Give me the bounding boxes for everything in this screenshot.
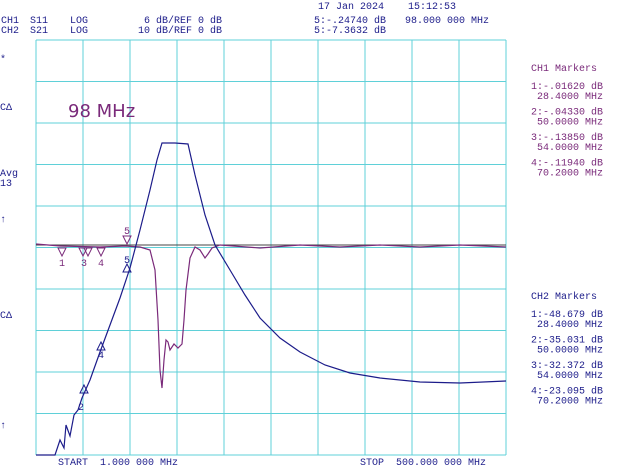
marker-value: 1:-.01620 dB bbox=[531, 81, 603, 93]
marker-freq: 50.0000 MHz bbox=[537, 346, 603, 357]
ch2-trace bbox=[36, 142, 507, 456]
left-label: CΔ bbox=[0, 103, 12, 114]
marker-value: 2:-.04330 dB bbox=[531, 107, 603, 119]
graticule bbox=[35, 39, 507, 456]
marker-value: 3:-.13850 dB bbox=[531, 132, 603, 144]
trace-marker-label: 4 bbox=[98, 259, 104, 270]
marker-freq: 28.4000 MHz bbox=[537, 92, 603, 103]
format: LOG bbox=[70, 26, 88, 37]
left-label: ↑ bbox=[0, 215, 6, 226]
marker-freq: 70.2000 MHz bbox=[537, 169, 603, 180]
trace-marker-label: 3 bbox=[81, 259, 87, 270]
parameter: S21 bbox=[30, 26, 48, 37]
marker-value: 3:-32.372 dB bbox=[531, 360, 603, 372]
left-label: ↑ bbox=[0, 421, 6, 432]
marker-freq: 54.0000 MHz bbox=[537, 143, 603, 154]
left-label: * bbox=[0, 54, 6, 66]
time: 15:12:53 bbox=[408, 2, 456, 13]
marker-value: 1:-48.679 dB bbox=[531, 309, 603, 321]
marker-freq: 54.0000 MHz bbox=[537, 371, 603, 382]
trace-marker-label: 5 bbox=[124, 256, 130, 267]
trace-marker-label: 2 bbox=[78, 403, 84, 414]
ch1-marker-triangles bbox=[57, 235, 132, 258]
stop: STOP 500.000 000 MHz bbox=[360, 458, 486, 465]
trace-marker-label: 4 bbox=[98, 351, 104, 362]
trace-marker-label: 1 bbox=[59, 259, 65, 270]
scale: 10 dB/REF 0 dB bbox=[138, 25, 222, 37]
marker-freq: 70.2000 MHz bbox=[537, 397, 603, 408]
marker-freq: 28.4000 MHz bbox=[537, 320, 603, 331]
marker-value: 4:-.11940 dB bbox=[531, 158, 603, 170]
start: START 1.000 000 MHz bbox=[58, 458, 178, 465]
channel: CH1 bbox=[1, 16, 19, 27]
annotation: 98 MHz bbox=[68, 101, 135, 122]
ch2-marker-triangles bbox=[79, 262, 132, 394]
marker-value: 2:-35.031 dB bbox=[531, 335, 603, 347]
channel: CH2 bbox=[1, 26, 19, 37]
marker-title: CH1 Markers bbox=[531, 63, 597, 75]
marker-value: 4:-23.095 dB bbox=[531, 386, 603, 398]
readout-value: 5:-7.3632 dB bbox=[314, 25, 386, 37]
parameter: S11 bbox=[30, 16, 48, 27]
ch1-trace bbox=[35, 243, 507, 389]
date: 17 Jan 2024 bbox=[318, 2, 384, 13]
trace-marker-label: 5 bbox=[124, 227, 130, 238]
marker-freq: 50.0000 MHz bbox=[537, 118, 603, 129]
scale: 6 dB/REF 0 dB bbox=[144, 15, 222, 27]
left-label: Avg bbox=[0, 169, 18, 180]
marker-title: CH2 Markers bbox=[531, 291, 597, 303]
left-label: CΔ bbox=[0, 311, 12, 322]
readout-value: 5:-.24740 dB bbox=[314, 15, 386, 27]
readout-freq: 98.000 000 MHz bbox=[405, 16, 489, 27]
format: LOG bbox=[70, 16, 88, 27]
left-label: 13 bbox=[0, 179, 12, 190]
